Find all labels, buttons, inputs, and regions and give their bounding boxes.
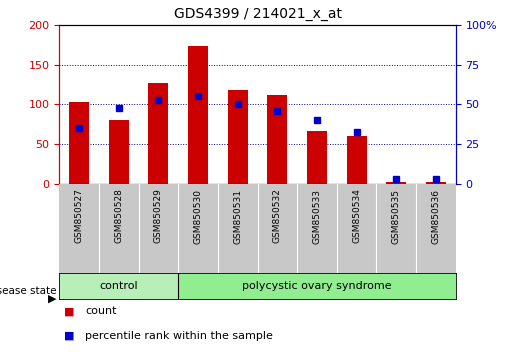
Text: polycystic ovary syndrome: polycystic ovary syndrome	[242, 281, 392, 291]
Text: control: control	[99, 281, 138, 291]
Text: GSM850533: GSM850533	[313, 188, 321, 244]
Text: GSM850535: GSM850535	[392, 188, 401, 244]
Text: GSM850528: GSM850528	[114, 188, 123, 244]
Title: GDS4399 / 214021_x_at: GDS4399 / 214021_x_at	[174, 7, 341, 21]
Bar	[347, 136, 367, 184]
Text: ▶: ▶	[48, 293, 57, 303]
Bar	[267, 95, 287, 184]
Text: GSM850536: GSM850536	[432, 188, 440, 244]
Bar	[69, 102, 89, 184]
Text: GSM850530: GSM850530	[194, 188, 202, 244]
Text: percentile rank within the sample: percentile rank within the sample	[85, 331, 273, 341]
Bar	[59, 273, 178, 299]
Bar	[228, 90, 248, 184]
Bar	[386, 183, 406, 184]
Bar	[307, 131, 327, 184]
Text: GSM850527: GSM850527	[75, 188, 83, 244]
Text: GSM850531: GSM850531	[233, 188, 242, 244]
Text: count: count	[85, 306, 116, 316]
Bar	[426, 183, 446, 184]
Text: GSM850529: GSM850529	[154, 188, 163, 244]
Text: GSM850534: GSM850534	[352, 188, 361, 244]
Bar	[148, 83, 168, 184]
Text: disease state: disease state	[0, 286, 57, 296]
Text: ■: ■	[64, 306, 75, 316]
Bar	[188, 46, 208, 184]
Bar	[109, 120, 129, 184]
Text: ■: ■	[64, 331, 75, 341]
Text: GSM850532: GSM850532	[273, 188, 282, 244]
